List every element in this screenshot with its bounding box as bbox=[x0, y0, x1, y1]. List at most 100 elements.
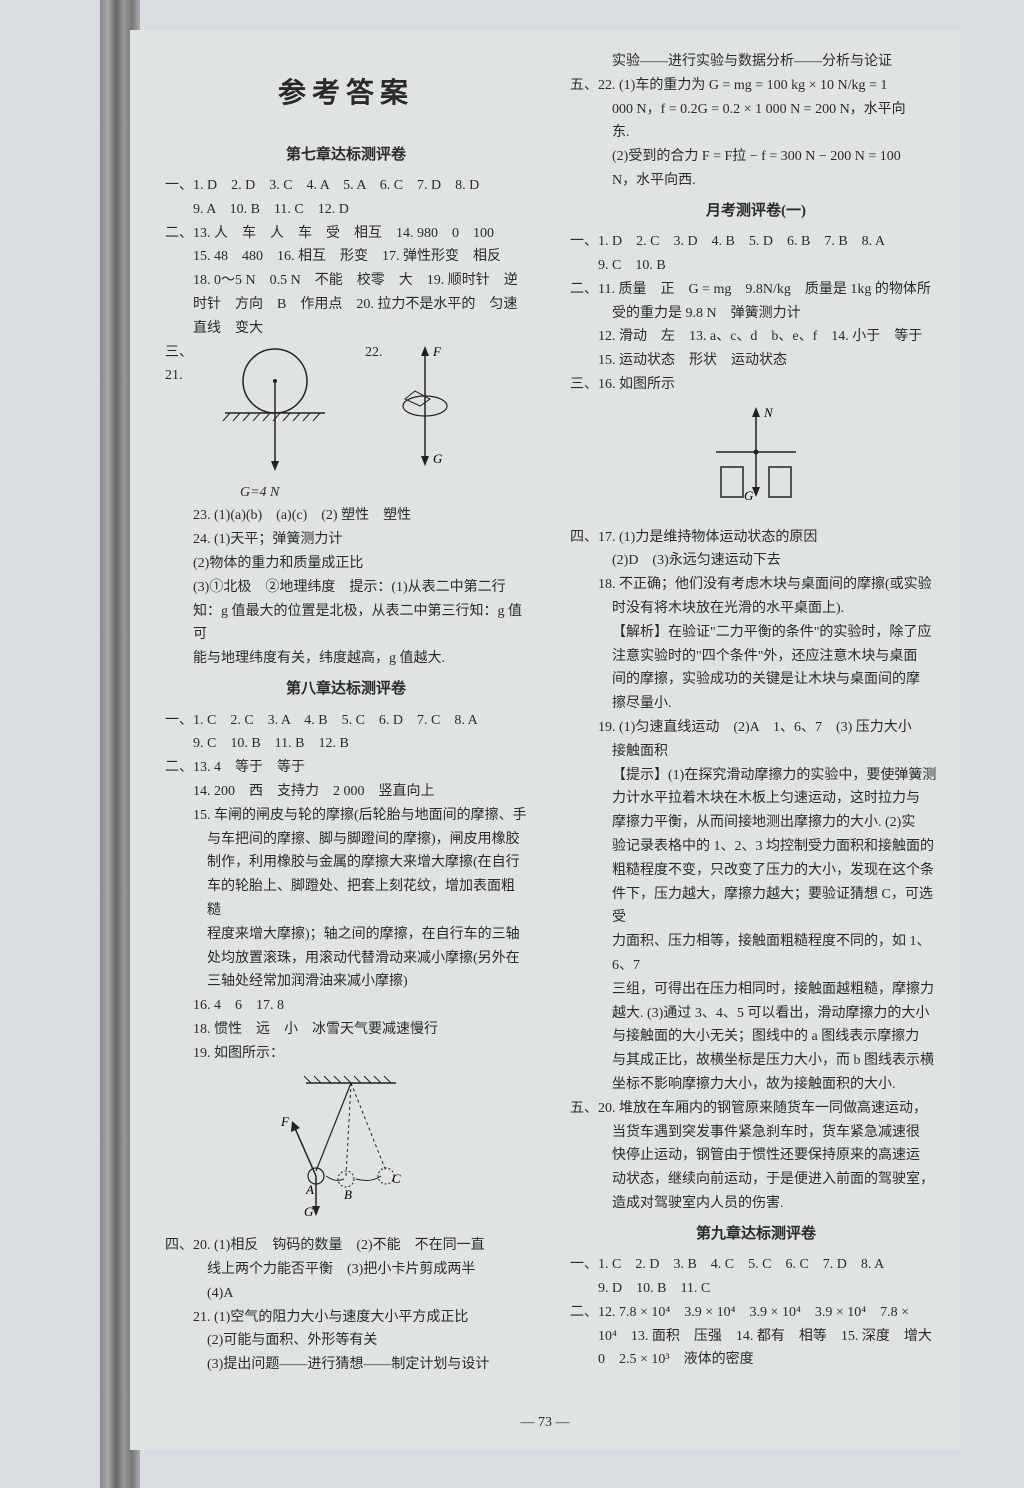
text-line: 时没有将木块放在光滑的水平桌面上). bbox=[570, 597, 942, 621]
text-line: 越大. (3)通过 3、4、5 可以看出，滑动摩擦力的大小 bbox=[570, 1002, 942, 1026]
text-line: 与其成正比，故横坐标是压力大小，而 b 图线表示横 bbox=[570, 1049, 942, 1073]
text-line: 四、17. (1)力是维持物体运动状态的原因 bbox=[570, 526, 942, 550]
text-line: 三组，可得出在压力相同时，接触面越粗糙，摩擦力 bbox=[570, 978, 942, 1002]
text-line: 18. 0～5 N 0.5 N 不能 校零 大 19. 顺时针 逆 bbox=[165, 269, 527, 293]
text-line: 0 2.5 × 10³ 液体的密度 bbox=[570, 1348, 942, 1372]
text-line: 9. C 10. B 11. B 12. B bbox=[165, 732, 527, 756]
figure-q22: F G bbox=[375, 341, 475, 481]
text-line: 【提示】(1)在探究滑动摩擦力的实验中，要使弹簧测 bbox=[570, 764, 942, 788]
text-line: 程度来增大摩擦)；轴之间的摩擦，在自行车的三轴 bbox=[165, 923, 527, 947]
text-line: 一、1. D 2. C 3. D 4. B 5. D 6. B 7. B 8. … bbox=[570, 230, 942, 254]
text-line: (3)①北极 ②地理纬度 提示：(1)从表二中第二行 bbox=[165, 576, 527, 600]
mk-title: 月考测评卷(一) bbox=[570, 199, 942, 225]
page-number: — 73 — bbox=[521, 1411, 570, 1435]
text-line: 注意实验时的"四个条件"外，还应注意木块与桌面 bbox=[570, 645, 942, 669]
text-line: 一、1. D 2. D 3. C 4. A 5. A 6. C 7. D 8. … bbox=[165, 174, 527, 198]
text-line: (2)可能与面积、外形等有关 bbox=[165, 1329, 527, 1353]
text-line: 23. (1)(a)(b) (a)(c) (2) 塑性 塑性 bbox=[165, 504, 527, 528]
text-line: 接触面积 bbox=[570, 740, 942, 764]
text-line: 验记录表格中的 1、2、3 均控制受力面积和接触面的 bbox=[570, 835, 942, 859]
text-line: 直线 变大 bbox=[165, 317, 527, 341]
svg-text:A: A bbox=[305, 1182, 314, 1197]
text-line: 擦尽量小. bbox=[570, 692, 942, 716]
text-line: 二、13. 4 等于 等于 bbox=[165, 756, 527, 780]
text-line: 12. 滑动 左 13. a、c、d b、e、f 14. 小于 等于 bbox=[570, 325, 942, 349]
text-line: 快停止运动，钢管由于惯性还要保持原来的高速运 bbox=[570, 1144, 942, 1168]
svg-text:C: C bbox=[392, 1171, 401, 1186]
text-line: 000 N，f = 0.2G = 0.2 × 1 000 N = 200 N，水… bbox=[570, 98, 942, 122]
ch7-title: 第七章达标测评卷 bbox=[165, 143, 527, 169]
ch8-title: 第八章达标测评卷 bbox=[165, 677, 527, 703]
text-line: 15. 运动状态 形状 运动状态 bbox=[570, 349, 942, 373]
figure-q16: N G bbox=[686, 402, 826, 512]
text-line: (3)提出问题——进行猜想——制定计划与设计 bbox=[165, 1353, 527, 1377]
text-line: 18. 惯性 远 小 冰雪天气要减速慢行 bbox=[165, 1018, 527, 1042]
text-line: 19. (1)匀速直线运动 (2)A 1、6、7 (3) 压力大小 bbox=[570, 716, 942, 740]
svg-text:G: G bbox=[433, 451, 443, 466]
left-column: 参考答案 第七章达标测评卷 一、1. D 2. D 3. C 4. A 5. A… bbox=[130, 30, 545, 1450]
text-line: 三、16. 如图所示 bbox=[570, 373, 942, 397]
text-line: (4)A bbox=[165, 1282, 527, 1306]
svg-text:N: N bbox=[763, 405, 774, 420]
text-line: 19. 如图所示： bbox=[165, 1042, 527, 1066]
text-line: 与车把间的摩擦、脚与脚蹬间的摩擦)，闸皮用橡胶 bbox=[165, 828, 527, 852]
text-line: 粗糙程度不变，只改变了压力的大小，发现在这个条 bbox=[570, 859, 942, 883]
ch9-title: 第九章达标测评卷 bbox=[570, 1222, 942, 1248]
text-line: 21. (1)空气的阻力大小与速度大小平方成正比 bbox=[165, 1306, 527, 1330]
svg-text:B: B bbox=[344, 1187, 352, 1202]
text-line: 造成对驾驶室内人员的伤害. bbox=[570, 1192, 942, 1216]
text-line: 件下，压力越大，摩擦力越大；要验证猜想 C，可选受 bbox=[570, 883, 942, 931]
text-line: 一、1. C 2. D 3. B 4. C 5. C 6. C 7. D 8. … bbox=[570, 1253, 942, 1277]
g-label: G=4 N bbox=[165, 481, 527, 505]
text-line: 当货车遇到突发事件紧急刹车时，货车紧急减速很 bbox=[570, 1121, 942, 1145]
text-line: 18. 不正确；他们没有考虑木块与桌面间的摩擦(或实验 bbox=[570, 573, 942, 597]
text-line: 二、13. 人 车 人 车 受 相互 14. 980 0 100 bbox=[165, 222, 527, 246]
text-line: 9. A 10. B 11. C 12. D bbox=[165, 198, 527, 222]
figure-q21 bbox=[205, 341, 345, 481]
text-line: 五、22. (1)车的重力为 G = mg = 100 kg × 10 N/kg… bbox=[570, 74, 942, 98]
text-line: 二、11. 质量 正 G = mg 9.8N/kg 质量是 1kg 的物体所 bbox=[570, 278, 942, 302]
text-line: 15. 车闸的闸皮与轮的摩擦(后轮胎与地面间的摩擦、手 bbox=[165, 804, 527, 828]
text-line: 摩擦力平衡，从而间接地测出摩擦力的大小. (2)实 bbox=[570, 811, 942, 835]
text-line: N，水平向西. bbox=[570, 169, 942, 193]
svg-text:F: F bbox=[280, 1114, 290, 1129]
text-line: 16. 4 6 17. 8 bbox=[165, 994, 527, 1018]
text-line: 线上两个力能否平衡 (3)把小卡片剪成两半 bbox=[165, 1258, 527, 1282]
text-line: 【解析】在验证"二力平衡的条件"的实验时，除了应 bbox=[570, 621, 942, 645]
q21-label: 三、21. bbox=[165, 341, 205, 389]
text-line: 实验——进行实验与数据分析——分析与论证 bbox=[570, 50, 942, 74]
text-line: 24. (1)天平；弹簧测力计 bbox=[165, 528, 527, 552]
text-line: 三轴处经常加润滑油来减小摩擦) bbox=[165, 970, 527, 994]
page-content: 参考答案 第七章达标测评卷 一、1. D 2. D 3. C 4. A 5. A… bbox=[130, 30, 960, 1450]
text-line: 动状态，继续向前运动，于是便进入前面的驾驶室， bbox=[570, 1168, 942, 1192]
text-line: 9. D 10. B 11. C bbox=[570, 1277, 942, 1301]
text-line: 能与地理纬度有关，纬度越高，g 值越大. bbox=[165, 647, 527, 671]
text-line: 与接触面的大小无关；图线中的 a 图线表示摩擦力 bbox=[570, 1025, 942, 1049]
text-line: 四、20. (1)相反 钩码的数量 (2)不能 不在同一直 bbox=[165, 1234, 527, 1258]
text-line: 力面积、压力相等，接触面粗糙程度不同的，如 1、6、7 bbox=[570, 930, 942, 978]
text-line: 东. bbox=[570, 121, 942, 145]
q22-label: 22. bbox=[345, 341, 375, 365]
text-line: 制作，利用橡胶与金属的摩擦大来增大摩擦(在自行 bbox=[165, 851, 527, 875]
text-line: 受的重力是 9.8 N 弹簧测力计 bbox=[570, 302, 942, 326]
text-line: 坐标不影响摩擦力大小，故为接触面积的大小. bbox=[570, 1073, 942, 1097]
text-line: (2)受到的合力 F = F拉 − f = 300 N − 200 N = 10… bbox=[570, 145, 942, 169]
text-line: 二、12. 7.8 × 10⁴ 3.9 × 10⁴ 3.9 × 10⁴ 3.9 … bbox=[570, 1301, 942, 1325]
text-line: 时针 方向 B 作用点 20. 拉力不是水平的 匀速 bbox=[165, 293, 527, 317]
text-line: 力计水平拉着木块在木板上匀速运动，这时拉力与 bbox=[570, 787, 942, 811]
figure-q19: F G A B C bbox=[256, 1071, 436, 1221]
right-column: 实验——进行实验与数据分析——分析与论证 五、22. (1)车的重力为 G = … bbox=[545, 30, 960, 1450]
text-line: 14. 200 西 支持力 2 000 竖直向上 bbox=[165, 780, 527, 804]
text-line: 车的轮胎上、脚蹬处、把套上刻花纹，增加表面粗糙 bbox=[165, 875, 527, 923]
text-line: 间的摩擦，实验成功的关键是让木块与桌面间的摩 bbox=[570, 668, 942, 692]
svg-text:G: G bbox=[304, 1204, 314, 1219]
text-line: 一、1. C 2. C 3. A 4. B 5. C 6. D 7. C 8. … bbox=[165, 709, 527, 733]
text-line: 15. 48 480 16. 相互 形变 17. 弹性形变 相反 bbox=[165, 245, 527, 269]
text-line: 处均放置滚珠，用滚动代替滑动来减小摩擦(另外在 bbox=[165, 947, 527, 971]
main-title: 参考答案 bbox=[165, 70, 527, 118]
text-line: (2)物体的重力和质量成正比 bbox=[165, 552, 527, 576]
text-line: 9. C 10. B bbox=[570, 254, 942, 278]
text-line: 知：g 值最大的位置是北极，从表二中第三行知：g 值可 bbox=[165, 600, 527, 648]
svg-text:F: F bbox=[432, 344, 442, 359]
text-line: (2)D (3)永远匀速运动下去 bbox=[570, 549, 942, 573]
